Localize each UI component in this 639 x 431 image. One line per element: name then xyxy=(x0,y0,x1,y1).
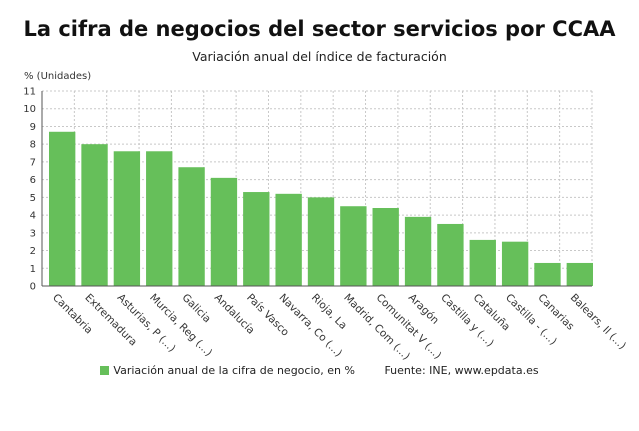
chart-title: La cifra de negocios del sector servicio… xyxy=(23,17,616,41)
bar xyxy=(307,197,335,286)
bar xyxy=(566,262,593,286)
y-tick-label: 6 xyxy=(30,175,36,186)
bar xyxy=(340,206,367,286)
bar xyxy=(404,216,432,286)
bar xyxy=(210,177,238,286)
y-tick-label: 2 xyxy=(30,246,36,257)
y-tick-label: 11 xyxy=(23,87,36,98)
y-tick-label: 3 xyxy=(30,228,36,239)
y-tick-label: 10 xyxy=(23,104,36,115)
bar xyxy=(275,193,302,286)
y-tick-label: 0 xyxy=(30,282,36,293)
y-tick-label: 4 xyxy=(30,211,36,222)
bar xyxy=(372,208,399,286)
bar xyxy=(534,262,561,286)
y-tick-label: 9 xyxy=(30,122,36,133)
y-tick-label: 1 xyxy=(30,264,36,275)
chart-subtitle: Variación anual del índice de facturació… xyxy=(192,49,447,64)
y-tick-label: 7 xyxy=(30,157,36,168)
legend-label: Variación anual de la cifra de negocio, … xyxy=(113,364,355,377)
source-note: Fuente: INE, www.epdata.es xyxy=(384,364,539,377)
bar xyxy=(113,151,141,286)
bar xyxy=(178,167,205,286)
bar xyxy=(437,223,464,286)
legend-swatch xyxy=(100,366,110,375)
bar xyxy=(243,192,270,286)
bar xyxy=(501,241,529,286)
bar xyxy=(49,131,76,286)
legend: Variación anual de la cifra de negocio, … xyxy=(0,364,639,377)
y-tick-label: 8 xyxy=(30,140,36,151)
bar xyxy=(81,144,108,286)
bar xyxy=(146,151,173,286)
x-tick-label: Balears, Il (...) xyxy=(568,292,628,352)
y-axis-label: % (Unidades) xyxy=(24,71,92,82)
x-tick-label: Asturias, P (...) xyxy=(115,292,178,355)
bar xyxy=(469,239,496,286)
y-tick-label: 5 xyxy=(30,193,36,204)
